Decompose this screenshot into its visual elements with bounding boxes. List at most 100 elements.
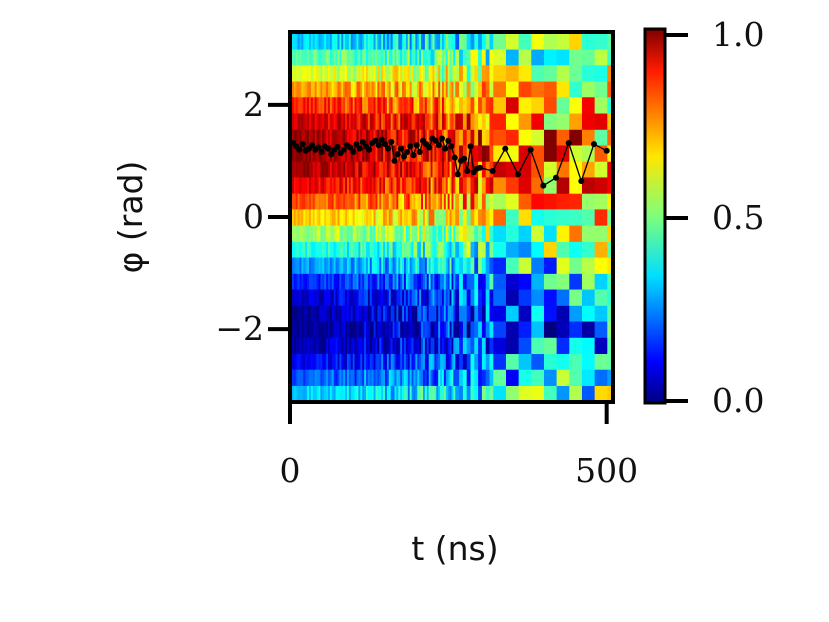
- trace-point: [391, 157, 398, 164]
- heatmap-cell: [426, 48, 430, 66]
- heatmap-cell: [390, 225, 394, 242]
- heatmap-cell: [400, 160, 403, 178]
- heatmap-cell: [301, 304, 304, 322]
- heatmap-cell: [329, 192, 333, 210]
- heatmap-cell: [411, 48, 415, 66]
- heatmap-cell: [375, 208, 378, 226]
- heatmap-cell: [430, 160, 434, 178]
- heatmap-cell: [350, 32, 354, 50]
- heatmap-cell: [291, 113, 295, 130]
- heatmap-cell: [367, 272, 371, 290]
- heatmap-cell: [331, 384, 335, 402]
- heatmap-cell: [455, 48, 460, 66]
- heatmap-cell: [481, 240, 487, 258]
- heatmap-cell: [556, 225, 570, 242]
- heatmap-cell: [569, 145, 583, 162]
- heatmap-cell: [320, 128, 323, 146]
- heatmap-cell: [348, 369, 352, 386]
- heatmap-cell: [375, 369, 378, 386]
- heatmap-cell: [295, 80, 299, 98]
- heatmap-cell: [518, 48, 532, 66]
- heatmap-cell: [307, 272, 310, 290]
- heatmap-cell: [434, 113, 437, 130]
- heatmap-cell: [305, 128, 308, 146]
- heatmap-cell: [328, 289, 331, 306]
- heatmap-cell: [343, 192, 346, 210]
- heatmap-cell: [466, 289, 472, 306]
- heatmap-cell: [415, 353, 418, 370]
- heatmap-cell: [310, 289, 314, 306]
- heatmap-cell: [309, 32, 312, 50]
- heatmap-cell: [367, 113, 371, 130]
- heatmap-cell: [466, 96, 472, 114]
- heatmap-cell: [417, 177, 420, 194]
- heatmap-cell: [396, 369, 399, 386]
- heatmap-cell: [362, 304, 365, 322]
- heatmap-cell: [371, 225, 375, 242]
- heatmap-cell: [322, 353, 325, 370]
- heatmap-cell: [377, 145, 380, 162]
- heatmap-cell: [358, 225, 361, 242]
- heatmap-cell: [307, 80, 310, 98]
- heatmap-cell: [531, 289, 545, 306]
- heatmap-cell: [318, 160, 321, 178]
- heatmap-cell: [328, 32, 331, 50]
- heatmap-cell: [329, 225, 333, 242]
- heatmap-cell: [312, 289, 316, 306]
- heatmap-cell: [474, 113, 479, 130]
- heatmap-cell: [449, 96, 453, 114]
- heatmap-cell: [303, 208, 306, 226]
- heatmap-cell: [505, 128, 520, 146]
- heatmap-cell: [301, 353, 304, 370]
- heatmap-cell: [360, 96, 363, 114]
- heatmap-cell: [518, 321, 532, 338]
- heatmap-cell: [569, 192, 583, 210]
- heatmap-cell: [390, 337, 394, 355]
- heatmap-cell: [405, 128, 409, 146]
- heatmap-cell: [436, 160, 439, 178]
- heatmap-cell: [345, 32, 348, 50]
- heatmap-cell: [388, 321, 392, 338]
- heatmap-cell: [398, 208, 401, 226]
- heatmap-cell: [390, 240, 394, 258]
- heatmap-cell: [436, 192, 439, 210]
- heatmap-cell: [493, 113, 507, 130]
- heatmap-cell: [569, 208, 583, 226]
- heatmap-cell: [309, 384, 312, 402]
- heatmap-cell: [386, 192, 390, 210]
- trace-point: [439, 135, 445, 142]
- heatmap-cell: [379, 32, 382, 50]
- heatmap-cell: [350, 321, 354, 338]
- heatmap-cell: [337, 257, 340, 274]
- heatmap-cell: [424, 272, 428, 290]
- heatmap-cell: [388, 240, 392, 258]
- heatmap-cell: [394, 192, 397, 210]
- heatmap-cell: [445, 145, 449, 162]
- heatmap-cell: [434, 321, 437, 338]
- heatmap-cell: [316, 384, 320, 402]
- heatmap-cell: [362, 64, 365, 82]
- heatmap-cell: [485, 145, 491, 162]
- heatmap-cell: [556, 369, 570, 386]
- heatmap-cell: [326, 353, 329, 370]
- heatmap-cell: [485, 192, 491, 210]
- heatmap-cell: [293, 177, 297, 194]
- heatmap-cell: [392, 208, 396, 226]
- heatmap-cell: [345, 145, 348, 162]
- heatmap-cell: [423, 113, 426, 130]
- heatmap-cell: [405, 96, 409, 114]
- heatmap-cell: [318, 192, 321, 210]
- heatmap-cell: [607, 160, 614, 178]
- heatmap-cell: [409, 192, 413, 210]
- heatmap-cell: [362, 337, 365, 355]
- heatmap-cell: [358, 272, 361, 290]
- heatmap-cell: [419, 272, 422, 290]
- heatmap-cell: [493, 369, 507, 386]
- heatmap-cell: [462, 240, 468, 258]
- trace-point: [328, 151, 335, 158]
- heatmap-cell: [347, 208, 350, 226]
- heatmap-cell: [424, 304, 428, 322]
- heatmap-cell: [531, 304, 545, 322]
- heatmap-cell: [424, 369, 428, 386]
- heatmap-cell: [438, 32, 441, 50]
